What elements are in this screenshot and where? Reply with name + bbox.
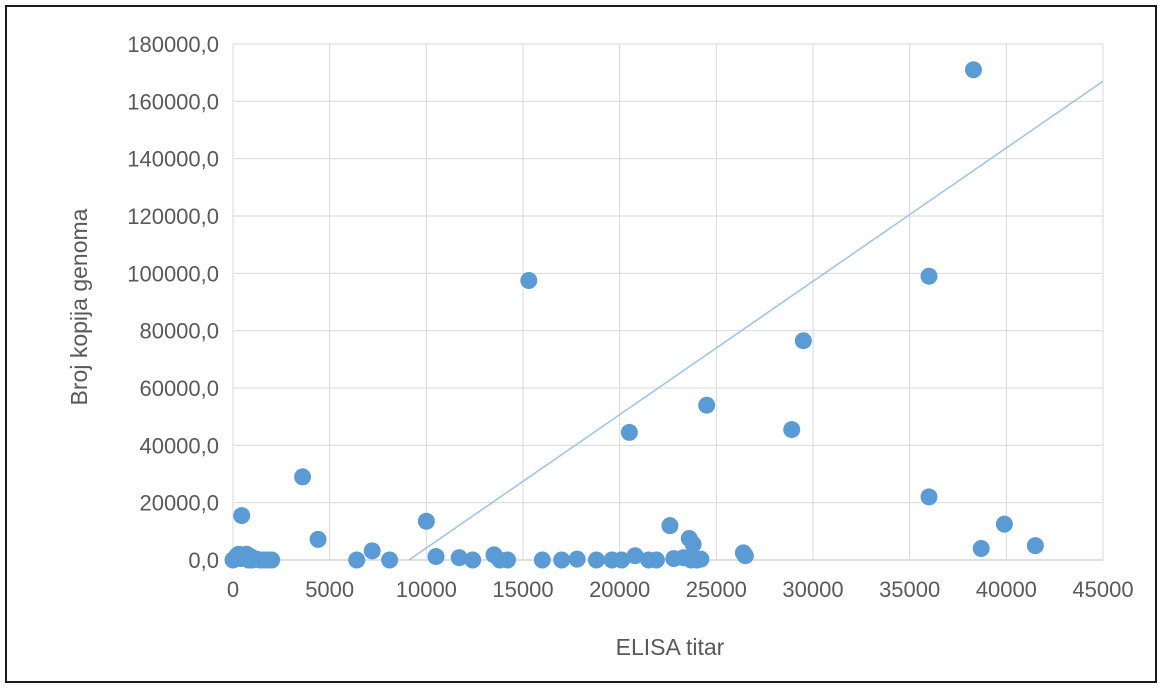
x-tick-label: 5000	[305, 577, 354, 602]
data-point	[626, 547, 644, 565]
data-point	[613, 551, 631, 569]
y-tick-labels: 0,0 20000,0 40000,0 60000,0 80000,0 100000,0 1…	[127, 32, 219, 573]
data-point	[783, 421, 801, 439]
data-point	[692, 550, 710, 568]
data-point	[348, 551, 366, 569]
x-tick-label: 0	[227, 577, 239, 602]
x-tick-label: 45000	[1072, 577, 1133, 602]
data-point	[661, 517, 679, 535]
data-point	[427, 548, 445, 566]
data-point	[464, 551, 482, 569]
grid-layer	[232, 43, 1104, 561]
data-point	[920, 267, 938, 285]
y-axis-title: Broj kopija genoma	[66, 208, 92, 405]
data-point	[553, 551, 571, 569]
data-point	[587, 551, 605, 569]
data-point	[499, 551, 517, 569]
data-point	[647, 551, 665, 569]
data-point	[972, 540, 990, 558]
y-tick-label: 80000,0	[139, 319, 219, 344]
data-point	[520, 272, 538, 289]
data-point	[363, 542, 381, 560]
x-tick-label: 35000	[879, 577, 940, 602]
data-point	[736, 547, 754, 565]
data-point	[684, 535, 702, 553]
x-tick-label: 30000	[782, 577, 843, 602]
data-point	[920, 488, 938, 506]
y-tick-label: 180000,0	[127, 32, 219, 57]
data-point	[309, 530, 327, 548]
x-tick-label: 40000	[976, 577, 1037, 602]
data-point	[995, 515, 1013, 533]
data-point	[568, 550, 586, 568]
y-tick-label: 0,0	[188, 548, 219, 573]
x-tick-label: 10000	[396, 577, 457, 602]
data-point	[381, 551, 399, 569]
trendline	[408, 80, 1104, 561]
data-points	[224, 61, 1044, 569]
chart-frame: 0,0 20000,0 40000,0 60000,0 80000,0 100000,0 1…	[5, 5, 1157, 683]
data-point	[620, 423, 638, 441]
y-tick-label: 60000,0	[139, 376, 219, 401]
x-axis-title: ELISA titar	[616, 634, 725, 660]
scatter-chart: 0,0 20000,0 40000,0 60000,0 80000,0 100000,0 1…	[66, 32, 1134, 660]
x-tick-label: 15000	[492, 577, 553, 602]
data-point	[964, 61, 982, 79]
data-point	[417, 512, 435, 530]
trendline-layer	[408, 80, 1104, 561]
x-tick-label: 25000	[686, 577, 747, 602]
data-point	[450, 549, 468, 567]
data-point	[1026, 537, 1044, 555]
data-point	[533, 551, 551, 569]
y-tick-label: 140000,0	[127, 147, 219, 172]
data-point	[294, 468, 312, 486]
y-tick-label: 20000,0	[139, 491, 219, 516]
y-tick-label: 40000,0	[139, 433, 219, 458]
y-tick-label: 100000,0	[127, 261, 219, 286]
data-point	[794, 332, 812, 350]
data-point	[263, 551, 281, 569]
x-tick-labels: 0 5000 10000 15000 20000 25000 30000 35000 40000…	[227, 577, 1134, 602]
y-tick-label: 120000,0	[127, 204, 219, 229]
x-tick-label: 20000	[589, 577, 650, 602]
data-point	[698, 396, 716, 414]
data-point	[233, 507, 251, 525]
y-tick-label: 160000,0	[127, 89, 219, 114]
